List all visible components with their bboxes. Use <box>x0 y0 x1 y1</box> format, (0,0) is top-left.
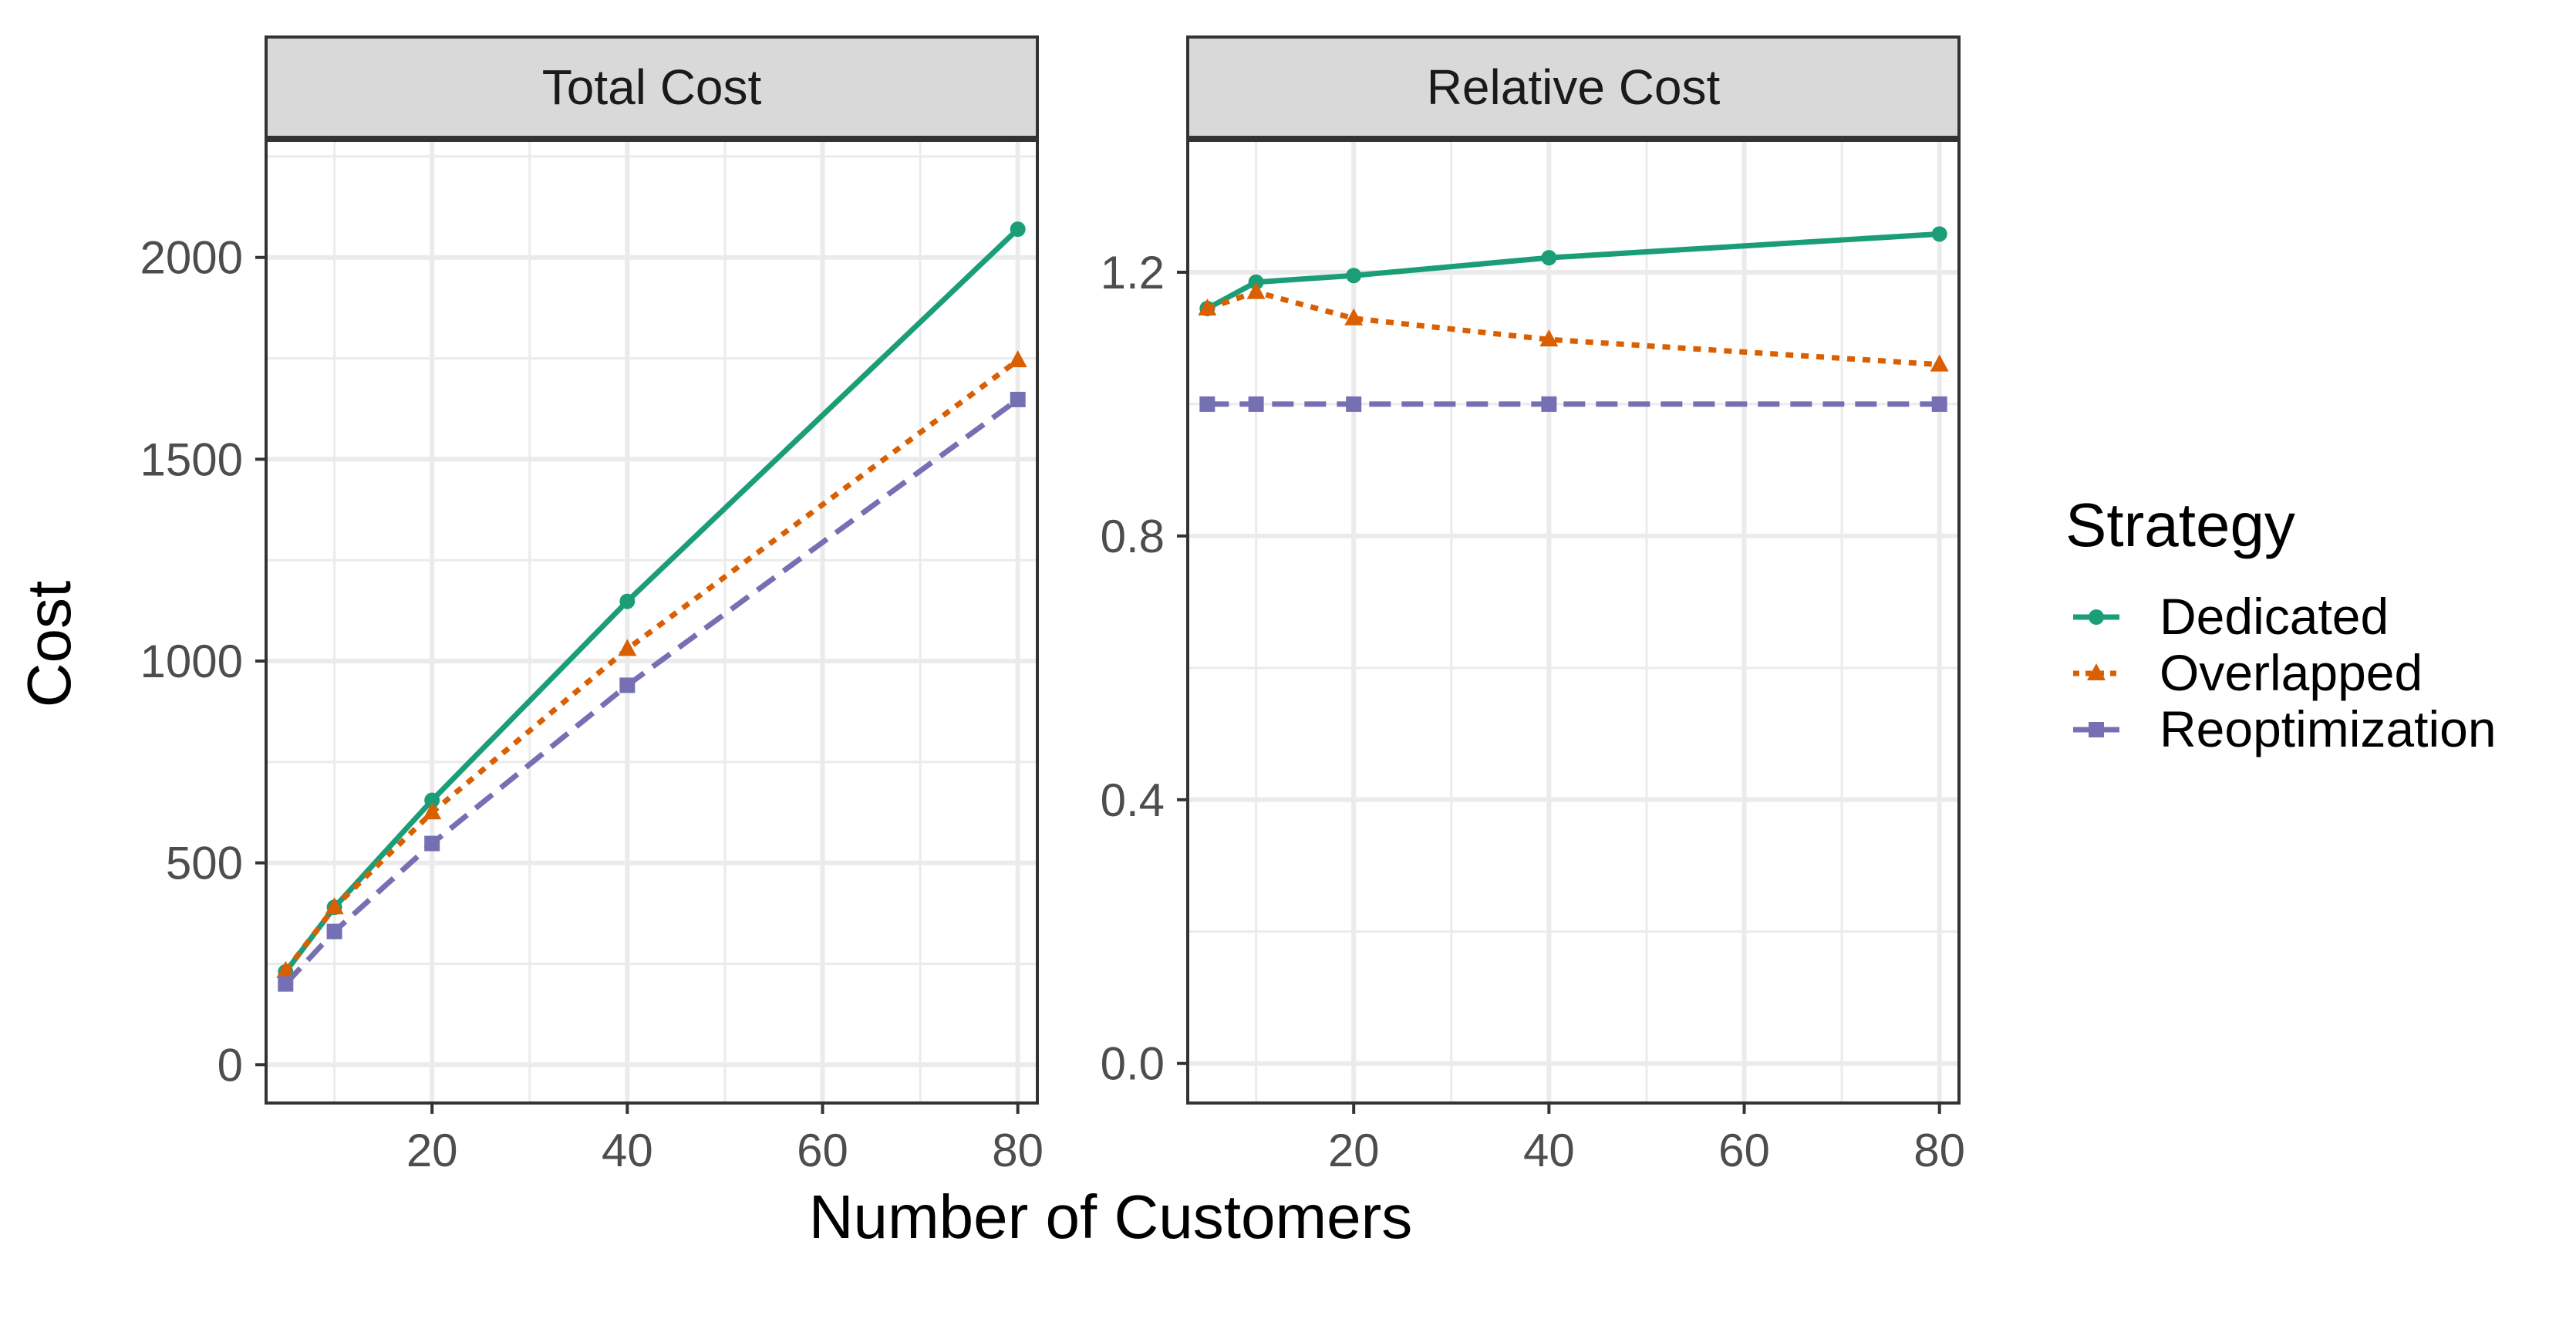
data-point-dedicated <box>1010 221 1026 238</box>
data-point-reoptimization <box>1199 396 1216 412</box>
y-tick-label: 1500 <box>140 433 243 485</box>
panel-border <box>265 139 1039 1105</box>
y-tick-label: 0.4 <box>1101 774 1165 826</box>
plot-area <box>266 140 1037 1103</box>
data-point-reoptimization <box>1931 396 1947 412</box>
x-axis-title: Number of Customers <box>809 1182 1412 1251</box>
x-tick-label: 60 <box>797 1125 848 1176</box>
x-tick-label: 40 <box>602 1125 653 1176</box>
y-tick-label: 500 <box>166 838 243 889</box>
x-tick-label: 20 <box>406 1125 458 1176</box>
data-point-reoptimization <box>1248 396 1264 412</box>
panel-total-cost: Total Cost 20 40 60 80 0 500 1000 1500 2000 <box>140 35 1044 1176</box>
data-point-overlapped <box>1198 298 1217 315</box>
legend-label: Dedicated <box>2160 588 2389 645</box>
data-point-overlapped <box>1930 354 1949 372</box>
legend-key-marker <box>2089 609 2104 625</box>
data-point-overlapped <box>423 802 442 820</box>
legend-item-reoptimization: Reoptimization <box>2073 700 2497 757</box>
x-tick-label: 80 <box>992 1125 1044 1176</box>
data-point-overlapped <box>276 960 295 978</box>
data-point-dedicated <box>1346 268 1362 284</box>
data-point-reoptimization <box>619 677 636 693</box>
data-point-overlapped <box>1539 329 1559 347</box>
legend-item-dedicated: Dedicated <box>2073 588 2389 645</box>
data-point-dedicated <box>1541 250 1557 266</box>
y-tick-label: 0.8 <box>1101 511 1165 562</box>
data-point-overlapped <box>1008 350 1027 368</box>
x-tick-label: 80 <box>1913 1125 1965 1176</box>
y-tick-label: 2000 <box>140 232 243 284</box>
facet-strip-title: Relative Cost <box>1427 59 1721 115</box>
x-tick-label: 60 <box>1718 1125 1770 1176</box>
legend-key-marker <box>2087 663 2106 680</box>
x-tick-label: 20 <box>1328 1125 1380 1176</box>
data-point-reoptimization <box>326 923 342 939</box>
chart-panels: Total Cost 20 40 60 80 0 500 1000 1500 2000 Relati… <box>140 35 1965 1176</box>
data-point-dedicated <box>619 593 636 609</box>
y-tick-label: 0 <box>217 1039 243 1091</box>
data-point-overlapped <box>1344 308 1364 326</box>
facet-strip-title: Total Cost <box>542 59 762 115</box>
legend-item-overlapped: Overlapped <box>2073 644 2423 701</box>
data-point-overlapped <box>325 897 344 915</box>
data-point-reoptimization <box>1346 396 1362 412</box>
data-point-reoptimization <box>424 835 440 852</box>
data-point-overlapped <box>618 639 637 656</box>
y-axis-title: Cost <box>15 581 83 708</box>
legend-label: Overlapped <box>2160 644 2423 701</box>
plot-area <box>1188 140 1959 1103</box>
legend-title: Strategy <box>2065 491 2295 559</box>
x-tick-label: 40 <box>1523 1125 1575 1176</box>
legend-label: Reoptimization <box>2160 700 2497 757</box>
panel-relative-cost: Relative Cost 20 40 60 80 0.0 0.4 0.8 1.2 <box>1101 35 1965 1176</box>
data-point-dedicated <box>424 792 440 808</box>
facet-strip <box>1186 35 1961 139</box>
data-point-overlapped <box>1246 282 1266 299</box>
y-tick-label: 1.2 <box>1101 247 1165 299</box>
data-point-reoptimization <box>1010 391 1026 407</box>
data-point-reoptimization <box>278 976 294 992</box>
panel-border <box>1186 139 1961 1105</box>
legend-key-marker <box>2089 722 2104 737</box>
data-point-dedicated <box>1931 226 1947 242</box>
y-tick-label: 1000 <box>140 636 243 687</box>
data-point-reoptimization <box>1541 396 1557 412</box>
legend: Strategy DedicatedOverlappedReoptimizati… <box>2065 491 2497 757</box>
y-tick-label: 0.0 <box>1101 1038 1165 1090</box>
facet-strip <box>265 35 1039 139</box>
series-line-overlapped <box>1206 289 1940 368</box>
